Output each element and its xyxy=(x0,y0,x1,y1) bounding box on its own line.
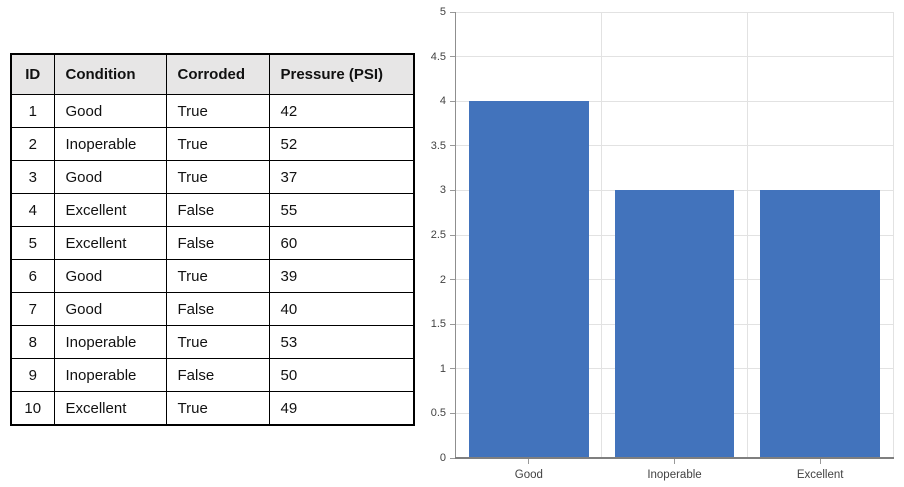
table-cell: 42 xyxy=(268,94,415,128)
y-axis-tick xyxy=(450,279,456,281)
table-row: 10 Excellent True 49 xyxy=(10,391,415,426)
y-tick-label: 4.5 xyxy=(430,50,446,63)
table-cell: True xyxy=(165,94,270,128)
x-gridline xyxy=(601,12,603,458)
table-row: 8 Inoperable True 53 xyxy=(10,325,415,359)
table-cell: Excellent xyxy=(53,193,167,227)
table-cell: Inoperable xyxy=(53,358,167,392)
table-cell: 49 xyxy=(268,391,415,426)
y-axis-tick xyxy=(450,368,456,370)
table-cell: 40 xyxy=(268,292,415,326)
x-axis-line xyxy=(454,457,894,459)
y-axis-tick xyxy=(450,100,456,102)
x-gridline xyxy=(892,12,894,458)
table-cell: True xyxy=(165,391,270,426)
table-cell: 7 xyxy=(10,292,55,326)
table-body: 1 Good True 42 2 Inoperable True 52 3 Good True 37 4… xyxy=(10,94,415,426)
x-tick-label: Excellent xyxy=(796,469,844,481)
table-cell: 39 xyxy=(268,259,415,293)
y-tick-label: 0 xyxy=(439,452,446,464)
x-axis-tick xyxy=(819,459,821,464)
table-cell: Excellent xyxy=(53,391,167,426)
table-cell: Good xyxy=(53,292,167,326)
column-header-id: ID xyxy=(10,53,55,95)
table-cell: True xyxy=(165,325,270,359)
table-header: ID Condition Corroded Pressure (PSI) xyxy=(10,53,415,95)
y-tick-label: 1.5 xyxy=(430,318,446,331)
y-tick-label: 4 xyxy=(439,95,446,108)
y-axis-tick xyxy=(450,412,456,414)
column-header-corroded: Corroded xyxy=(165,53,270,95)
pipe-data-table: ID Condition Corroded Pressure (PSI) 1 Good T… xyxy=(10,53,415,426)
x-gridline xyxy=(746,12,748,458)
y-axis-tick xyxy=(450,11,456,13)
table-row: 1 Good True 42 xyxy=(10,94,415,128)
table-cell: 53 xyxy=(268,325,415,359)
y-gridline xyxy=(456,11,893,13)
table-cell: 2 xyxy=(10,127,55,161)
y-axis-line xyxy=(454,12,456,459)
y-gridline xyxy=(456,145,893,147)
y-tick-label: 3 xyxy=(439,184,446,197)
y-tick-label: 2 xyxy=(439,273,446,286)
table-row: 4 Excellent False 55 xyxy=(10,193,415,227)
table-cell: 50 xyxy=(268,358,415,392)
y-axis-tick xyxy=(450,234,456,236)
y-tick-label: 3.5 xyxy=(430,139,446,152)
y-axis-tick xyxy=(450,145,456,147)
table-cell: 52 xyxy=(268,127,415,161)
table-cell: Good xyxy=(53,160,167,194)
y-tick-label: 1 xyxy=(439,362,446,375)
x-tick-label: Good xyxy=(514,469,543,481)
table-row: 6 Good True 39 xyxy=(10,259,415,293)
column-header-pressure-psi: Pressure (PSI) xyxy=(268,53,415,95)
table-cell: False xyxy=(165,358,270,392)
y-tick-label: 2.5 xyxy=(430,229,446,241)
y-axis-tick xyxy=(450,189,456,191)
y-gridline xyxy=(456,56,893,58)
table-cell: 10 xyxy=(10,391,55,426)
column-header-condition: Condition xyxy=(53,53,167,95)
x-tick-label: Inoperable xyxy=(647,469,702,481)
table-cell: Good xyxy=(53,259,167,293)
y-axis-tick xyxy=(450,56,456,58)
y-gridline xyxy=(456,100,893,102)
y-tick-label: 0.5 xyxy=(430,407,446,420)
bar-inoperable xyxy=(614,190,735,458)
table-cell: Excellent xyxy=(53,226,167,260)
bar-excellent xyxy=(760,190,880,458)
y-tick-label: 5 xyxy=(439,6,446,18)
table-row: 9 Inoperable False 50 xyxy=(10,358,415,392)
x-axis-tick xyxy=(528,459,530,464)
bar-good xyxy=(469,101,589,458)
table-row: 7 Good False 40 xyxy=(10,292,415,326)
table-cell: True xyxy=(165,160,270,194)
y-axis-tick xyxy=(450,323,456,325)
table-cell: Inoperable xyxy=(53,127,167,161)
table-header-row: ID Condition Corroded Pressure (PSI) xyxy=(10,53,415,95)
y-axis-tick xyxy=(450,457,456,459)
x-axis-tick xyxy=(674,459,675,464)
